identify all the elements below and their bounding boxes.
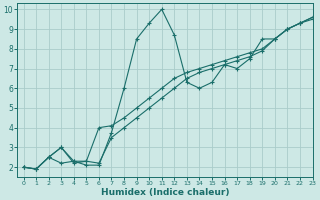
X-axis label: Humidex (Indice chaleur): Humidex (Indice chaleur) <box>101 188 229 197</box>
